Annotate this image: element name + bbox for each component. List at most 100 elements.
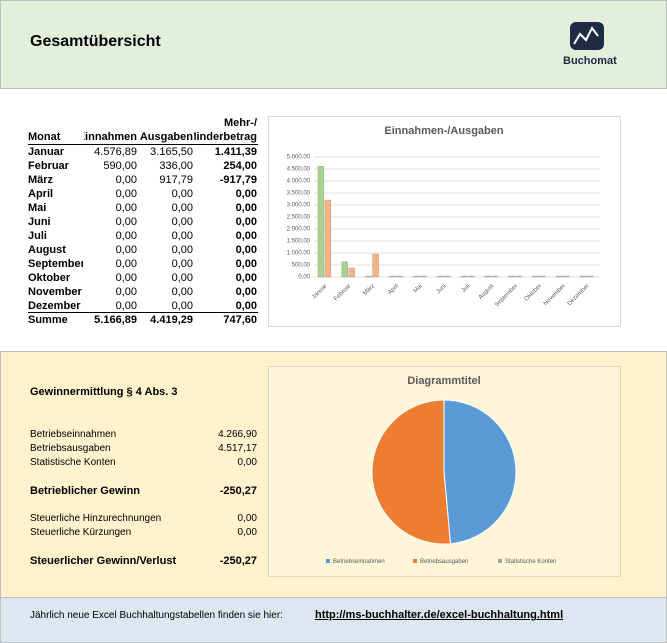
bar: [436, 275, 444, 278]
table-cell-text: 336,00: [159, 160, 193, 172]
legend-swatch: [326, 559, 330, 563]
bar: [467, 275, 475, 278]
table-cell-text: 590,00: [103, 160, 137, 172]
table-cell-text: 0,00: [235, 272, 257, 284]
table-header: Mehr-/ Minderbetrag: [194, 116, 257, 144]
table-cell-text: November: [28, 286, 82, 298]
pie-slice: [371, 399, 451, 545]
table-cell-text: 0,00: [171, 286, 193, 298]
table-cell-text: 0,00: [171, 216, 193, 228]
bar: [317, 166, 325, 278]
total-cell-text: 747,60: [223, 314, 257, 326]
profit-label: Betrieblicher Gewinn: [30, 485, 140, 497]
footer-link[interactable]: http://ms-buchhalter.de/excel-buchhaltun…: [315, 609, 564, 621]
table-cell: 0,00: [84, 215, 137, 229]
table-cell: 0,00: [194, 229, 257, 243]
bar: [324, 199, 332, 278]
y-tick-label: 1.500,00: [287, 239, 311, 245]
header-band: [0, 0, 667, 89]
table-cell: Januar: [28, 145, 83, 159]
profit-label: Betriebseinnahmen: [30, 429, 116, 440]
table-cell: 0,00: [194, 257, 257, 271]
bar: [348, 267, 355, 278]
table-header-text: Monat: [28, 131, 61, 143]
table-cell-text: Januar: [28, 146, 65, 158]
table-cell: 0,00: [194, 285, 257, 299]
table-cell-text: 0,00: [115, 300, 137, 312]
table-cell-text: 0,00: [115, 272, 137, 284]
table-cell-text: 0,00: [235, 202, 257, 214]
profit-label: Steuerlicher Gewinn/Verlust: [30, 555, 176, 567]
table-cell-text: 0,00: [171, 202, 193, 214]
table-cell-text: 1.411,39: [214, 146, 257, 158]
table-cell: 254,00: [194, 159, 257, 173]
profit-value: 0,00: [180, 456, 257, 470]
y-tick-label: 1.000,00: [287, 251, 311, 257]
table-cell: 0,00: [194, 299, 257, 313]
profit-value: 0,00: [180, 526, 257, 540]
table-cell: Februar: [28, 159, 83, 173]
header-rule: [28, 144, 258, 145]
legend-label: Betriebsausgaben: [420, 559, 468, 565]
table-cell-text: 0,00: [115, 258, 137, 270]
table-cell-text: August: [28, 244, 66, 256]
profit-value: -250,27: [180, 484, 257, 498]
table-cell: 917,79: [138, 173, 193, 187]
table-cell-text: 0,00: [115, 216, 137, 228]
y-tick-label: 5.000,00: [287, 155, 311, 161]
logo-text: Buchomat: [563, 55, 617, 67]
table-cell: 0,00: [194, 201, 257, 215]
profit-label-text: Betrieblicher Gewinn: [30, 485, 141, 497]
total-cell: Summe: [28, 313, 83, 327]
table-cell: 0,00: [138, 187, 193, 201]
table-cell: 0,00: [84, 271, 137, 285]
table-cell: 0,00: [84, 229, 137, 243]
table-cell: 0,00: [194, 243, 257, 257]
bar: [443, 275, 451, 278]
logo-icon: [570, 22, 604, 50]
table-header: Einnahmen: [84, 130, 137, 144]
table-cell-text: Dezember: [28, 300, 81, 312]
profit-value-text: -250,27: [219, 555, 257, 567]
table-cell-text: April: [28, 188, 54, 200]
total-rule: [28, 312, 258, 313]
y-tick-label: 4.000,00: [287, 179, 311, 185]
bar: [396, 275, 403, 278]
table-cell-text: 0,00: [235, 230, 257, 242]
table-cell: 336,00: [138, 159, 193, 173]
table-cell: 0,00: [84, 201, 137, 215]
table-cell: 0,00: [138, 271, 193, 285]
table-cell: Oktober: [28, 271, 83, 285]
x-tick-label: Juli: [461, 283, 472, 294]
profit-label-text: Steuerlicher Gewinn/Verlust: [30, 555, 177, 567]
table-cell: April: [28, 187, 83, 201]
table-cell-text: 0,00: [171, 188, 193, 200]
legend-label: Betriebseinnahmen: [333, 559, 385, 565]
table-cell-text: Mai: [28, 202, 47, 214]
table-cell: 590,00: [84, 159, 137, 173]
y-tick-label: 4.500,00: [287, 167, 311, 173]
table-cell-text: 0,00: [235, 244, 257, 256]
table-cell-text: Juni: [28, 216, 51, 228]
bar: [420, 275, 427, 278]
table-cell: 0,00: [84, 187, 137, 201]
profit-label-text: Steuerliche Kürzungen: [30, 527, 132, 538]
table-cell-text: Juli: [28, 230, 47, 242]
table-cell: -917,79: [194, 173, 257, 187]
table-cell: 0,00: [138, 299, 193, 313]
legend-swatch: [413, 559, 417, 563]
table-cell: 0,00: [138, 201, 193, 215]
table-cell: März: [28, 173, 83, 187]
y-tick-label: 2.500,00: [287, 215, 311, 221]
profit-label: Statistische Konten: [30, 457, 116, 468]
bar: [389, 275, 396, 278]
profit-value-text: 4.517,17: [218, 443, 257, 454]
table-cell: 1.411,39: [194, 145, 257, 159]
profit-label-text: Statistische Konten: [30, 457, 116, 468]
table-cell-text: September: [28, 258, 83, 270]
table-cell-text: März: [28, 174, 54, 186]
table-cell-text: Oktober: [28, 272, 71, 284]
table-cell: 4.576,89: [84, 145, 137, 159]
table-cell-text: 0,00: [115, 188, 137, 200]
table-cell: Dezember: [28, 299, 83, 313]
